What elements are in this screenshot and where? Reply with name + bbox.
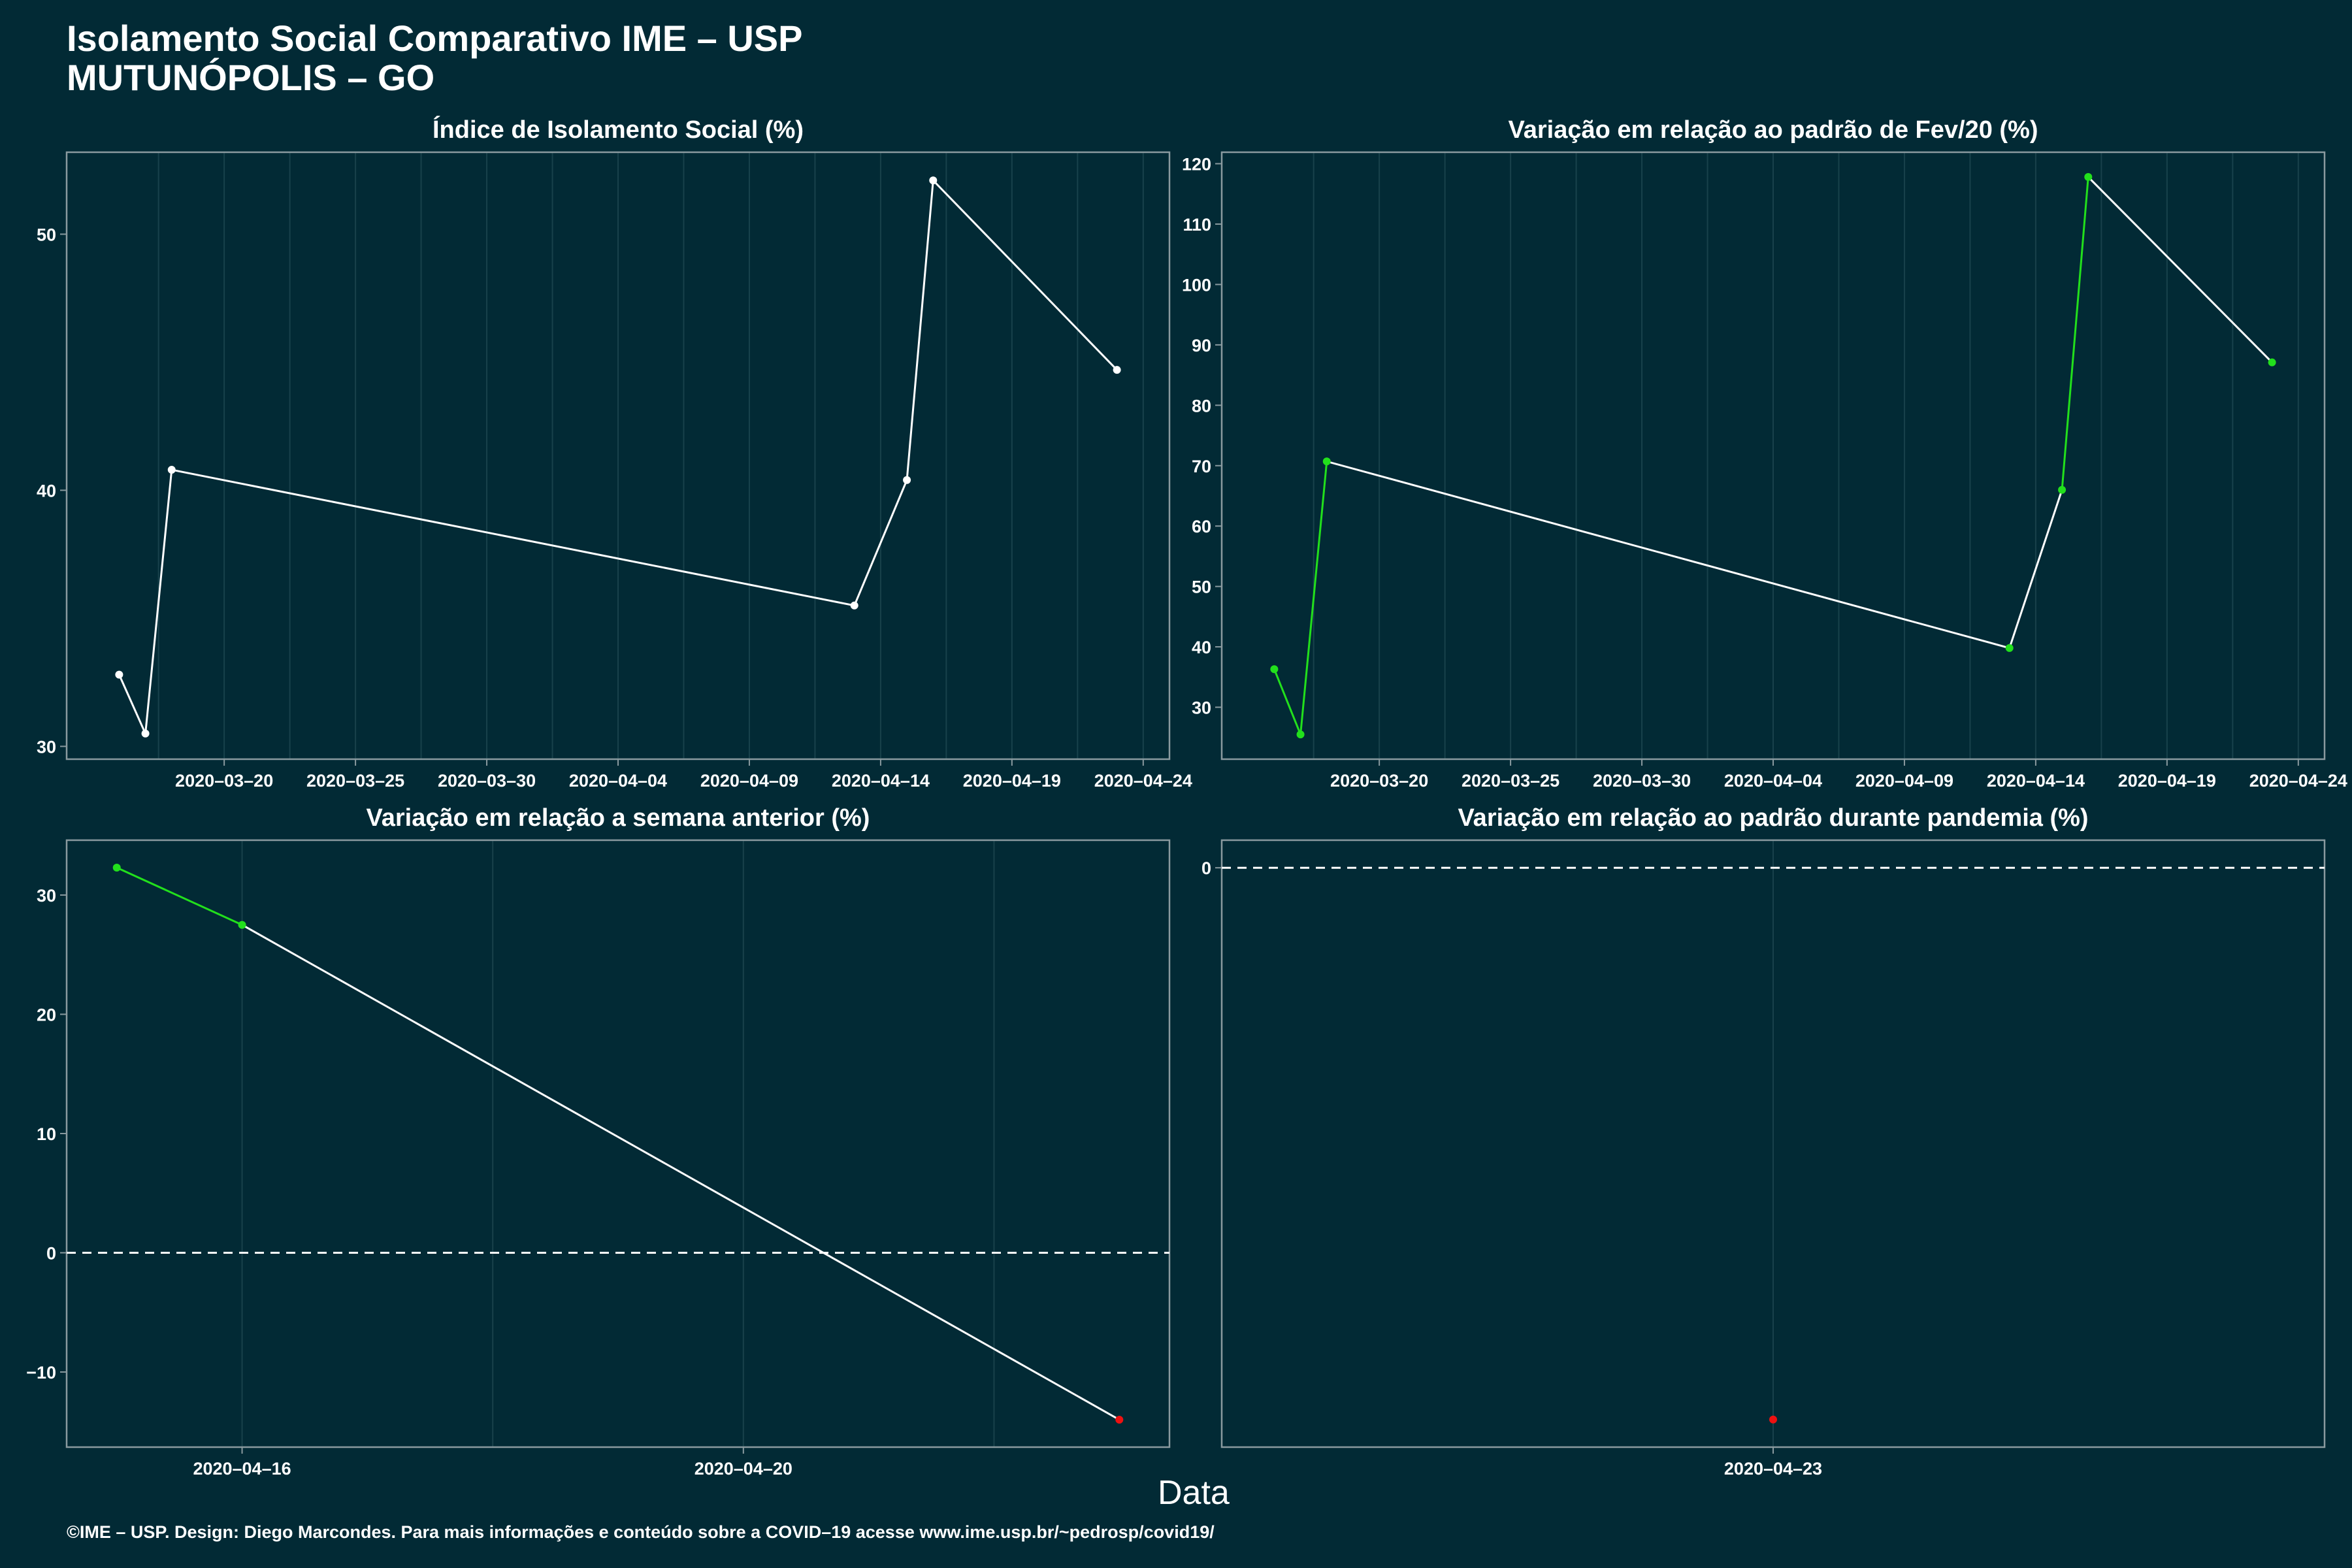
series-segment <box>116 866 243 926</box>
y-tick-label: 120 <box>1182 155 1211 174</box>
y-tick-label: 10 <box>37 1124 56 1144</box>
series-segment <box>241 924 1120 1421</box>
y-tick-label: 30 <box>1192 698 1211 718</box>
chart-panel-4: Variação em relação ao padrão durante pa… <box>1201 804 2326 1478</box>
series-segment <box>1299 461 1328 735</box>
y-tick-label: 0 <box>1201 858 1211 878</box>
y-tick-label: 100 <box>1182 275 1211 295</box>
x-tick-label: 2020–04–24 <box>2249 771 2347 791</box>
x-tick-label: 2020–04–24 <box>1094 771 1192 791</box>
y-tick-label: 110 <box>1183 215 1211 235</box>
series-segment <box>853 480 908 606</box>
y-tick-label: 30 <box>37 886 56 906</box>
data-point <box>238 921 246 929</box>
x-tick-label: 2020–04–14 <box>1987 771 2085 791</box>
series-segment <box>906 180 934 480</box>
x-tick-label: 2020–03–20 <box>1330 771 1428 791</box>
data-point <box>115 670 123 679</box>
y-tick-label: −10 <box>26 1363 56 1382</box>
y-tick-label: 20 <box>37 1005 56 1024</box>
chart-panel-3: Variação em relação a semana anterior (%… <box>26 804 1171 1478</box>
series-segment <box>144 469 173 734</box>
x-tick-label: 2020–04–20 <box>694 1459 792 1478</box>
data-point <box>1115 1416 1124 1424</box>
x-tick-label: 2020–04–09 <box>700 771 798 791</box>
x-tick-label: 2020–04–16 <box>193 1459 291 1478</box>
data-point <box>2058 485 2066 494</box>
y-tick-label: 80 <box>1192 396 1211 416</box>
x-tick-label: 2020–04–14 <box>832 771 930 791</box>
series-segment <box>118 674 146 734</box>
x-tick-label: 2020–03–20 <box>175 771 273 791</box>
x-axis-title: Data <box>1158 1474 1230 1512</box>
x-tick-label: 2020–03–25 <box>306 771 404 791</box>
series-segment <box>1326 460 2010 649</box>
data-point <box>2084 172 2093 181</box>
chart-main-title: Isolamento Social Comparativo IME – USP <box>67 18 803 59</box>
data-point <box>1769 1415 1777 1424</box>
y-tick-label: 30 <box>37 737 56 757</box>
y-tick-label: 70 <box>1192 457 1211 476</box>
data-point <box>1270 665 1279 674</box>
data-point <box>929 176 938 185</box>
series-segment <box>2061 176 2089 490</box>
y-tick-label: 90 <box>1192 336 1211 355</box>
panel-frame <box>65 839 1171 1448</box>
y-tick-label: 40 <box>37 481 56 500</box>
x-tick-label: 2020–04–23 <box>1724 1459 1822 1478</box>
data-point <box>1322 457 1331 466</box>
chart-location-title: MUTUNÓPOLIS – GO <box>67 57 435 98</box>
series-segment <box>171 468 855 607</box>
y-tick-label: 50 <box>37 225 56 244</box>
data-point <box>167 466 176 474</box>
panel-title: Índice de Isolamento Social (%) <box>433 115 804 144</box>
y-tick-label: 40 <box>1192 638 1211 657</box>
y-tick-label: 50 <box>1192 578 1211 597</box>
data-point <box>141 729 150 738</box>
data-point <box>903 476 911 484</box>
series-segment <box>1273 668 1301 735</box>
x-tick-label: 2020–04–19 <box>2118 771 2216 791</box>
panel-title: Variação em relação ao padrão de Fev/20 … <box>1508 116 2038 144</box>
series-segment <box>2087 176 2273 363</box>
data-point <box>112 863 121 872</box>
series-segment <box>2008 489 2063 649</box>
y-tick-label: 60 <box>1192 517 1211 536</box>
chart-panel-2: Variação em relação ao padrão de Fev/20 … <box>1182 116 2347 791</box>
chart-panel-1: Índice de Isolamento Social (%) 30 40 50 202… <box>37 115 1192 791</box>
x-tick-label: 2020–03–30 <box>438 771 536 791</box>
footer-credit: ©IME – USP. Design: Diego Marcondes. Par… <box>67 1522 1215 1542</box>
x-tick-label: 2020–04–09 <box>1855 771 1953 791</box>
x-tick-label: 2020–03–30 <box>1593 771 1691 791</box>
data-point <box>2268 358 2276 367</box>
data-point <box>2005 644 2014 652</box>
series-segment <box>932 180 1118 371</box>
x-tick-label: 2020–04–19 <box>963 771 1061 791</box>
x-tick-label: 2020–04–04 <box>569 771 667 791</box>
panel-title: Variação em relação a semana anterior (%… <box>367 804 870 832</box>
x-tick-label: 2020–04–04 <box>1724 771 1822 791</box>
data-point <box>1113 366 1121 374</box>
x-tick-label: 2020–03–25 <box>1462 771 1560 791</box>
panel-title: Variação em relação ao padrão durante pa… <box>1458 804 2088 832</box>
data-point <box>1296 730 1305 739</box>
y-tick-label: 0 <box>46 1244 56 1264</box>
data-point <box>850 601 858 610</box>
